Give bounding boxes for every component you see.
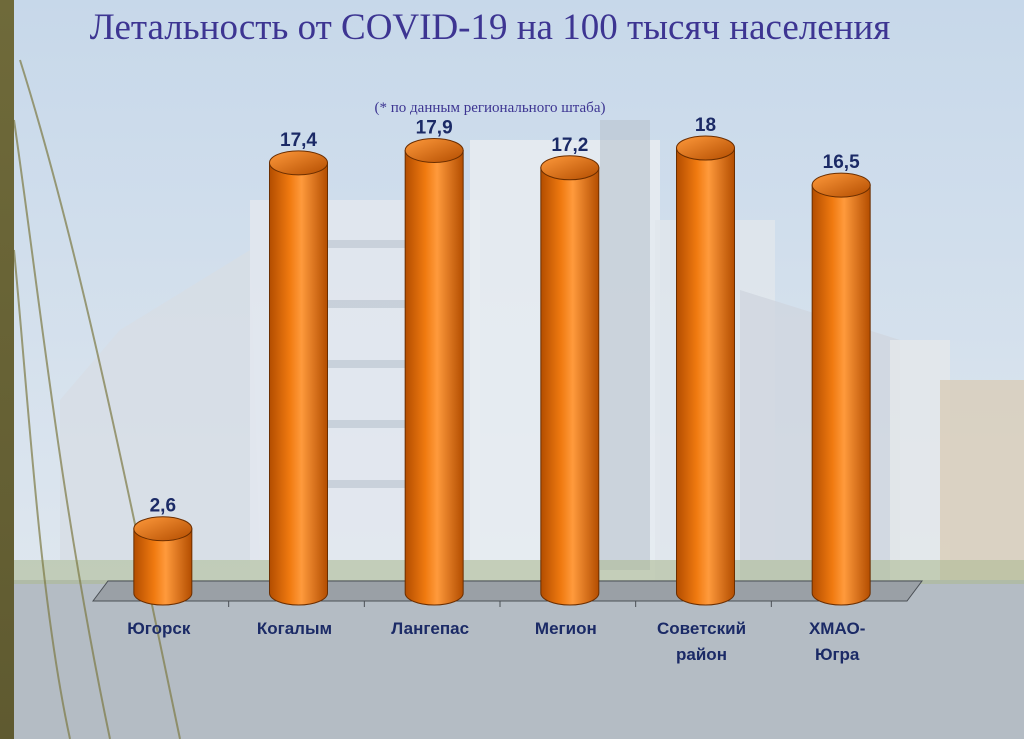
- bar: [269, 162, 328, 606]
- value-label: 17,2: [551, 135, 588, 156]
- chart-subtitle: (* по данным регионального штаба): [374, 100, 606, 116]
- bar: [133, 528, 193, 606]
- value-label: 2,6: [150, 496, 176, 517]
- category-label: Лангепас: [391, 619, 469, 638]
- value-label: 16,5: [823, 152, 860, 173]
- bar-top: [811, 172, 871, 198]
- category-label: район: [676, 645, 727, 664]
- bar: [540, 167, 600, 606]
- category-label: Югорск: [127, 619, 191, 638]
- category-label: Мегион: [535, 619, 597, 638]
- bar: [404, 149, 464, 606]
- bar-top: [133, 516, 193, 542]
- bar-top: [676, 135, 735, 161]
- bar-top: [404, 137, 464, 163]
- category-label: Югра: [815, 645, 860, 664]
- chart-title: Летальность от COVID-19 на 100 тысяч нас…: [89, 7, 891, 48]
- value-label: 17,4: [280, 130, 317, 151]
- left-decorative-strip: [0, 0, 14, 739]
- bar: [676, 147, 735, 606]
- category-label: Когалым: [257, 619, 332, 638]
- category-label: Советский: [657, 619, 746, 638]
- bar-top: [540, 155, 600, 181]
- bar: [811, 184, 871, 606]
- chart-floor: [92, 580, 923, 602]
- bar-top: [269, 150, 328, 176]
- category-label: ХМАО-: [809, 619, 865, 638]
- value-label: 18: [695, 115, 716, 136]
- value-label: 17,9: [416, 117, 453, 138]
